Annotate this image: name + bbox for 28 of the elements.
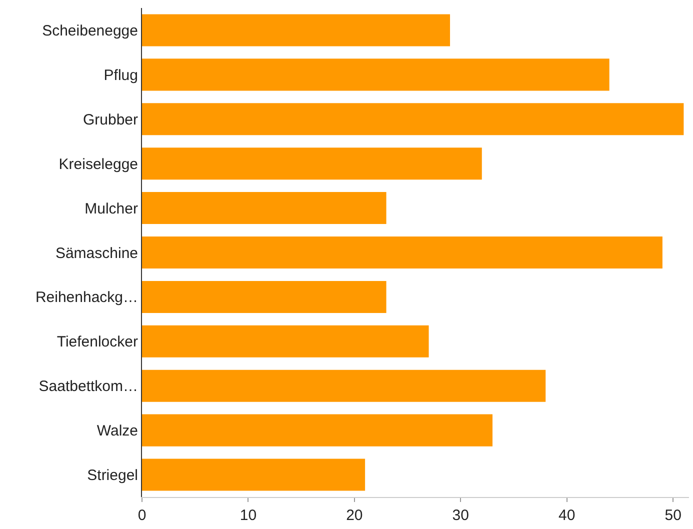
y-tick-label: Grubber [82,111,138,128]
y-tick-label: Reihenhackg… [35,289,138,306]
bar [142,370,546,402]
bar [142,325,429,358]
bar [142,458,366,491]
y-tick-label: Pflug [104,66,138,84]
bar [142,103,684,136]
bar [142,280,386,313]
y-tick-label: Tiefenlocker [56,334,138,351]
bar [142,58,610,91]
y-tick-label: Walze [96,422,138,440]
bar [142,236,662,268]
y-tick-label: Kreiselegge [58,156,138,173]
y-tick-label: Scheibenegge [42,22,138,40]
x-tick-label: 10 [240,507,257,524]
bar [142,192,386,224]
bar [142,14,450,46]
x-tick-label: 40 [558,507,576,524]
bar [142,148,482,180]
bar [142,414,492,446]
y-tick-label: Sämaschine [55,244,138,262]
y-tick-label: Saatbettkom… [38,378,138,396]
y-tick-label: Striegel [87,467,138,484]
y-tick-label: Mulcher [84,200,138,218]
x-tick-label: 20 [346,507,363,524]
x-tick-label: 0 [138,507,146,524]
x-tick-label: 30 [452,507,469,524]
x-tick-label: 50 [664,507,682,524]
